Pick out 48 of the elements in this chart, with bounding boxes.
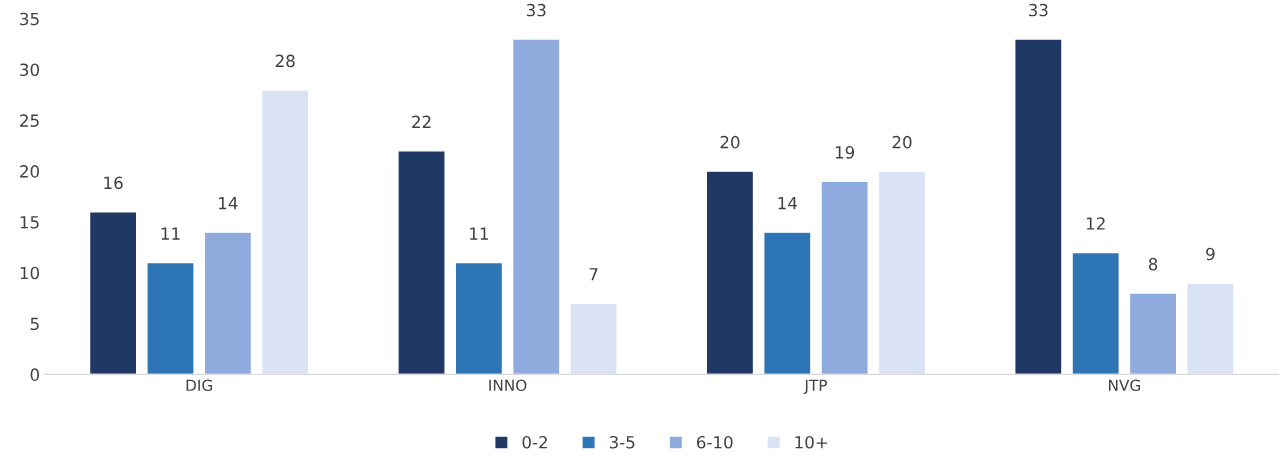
bar [511,38,561,375]
x-tick-label: DIG [186,379,212,392]
bar [146,261,195,375]
bar [260,89,310,375]
legend-label: 6-10 [696,435,733,449]
bar [1128,292,1178,375]
data-label: 14 [778,197,797,210]
y-tick-label: 25 [20,114,39,127]
data-label: 20 [720,135,740,149]
bar [454,261,504,375]
data-label: 7 [589,268,598,281]
data-label: 19 [835,146,855,159]
y-tick-label: 20 [20,165,40,178]
bar [1071,251,1120,375]
bar [763,231,812,375]
data-label: 11 [161,227,180,240]
legend-label: 3-5 [609,435,635,449]
bar [203,231,253,375]
data-label: 14 [219,197,238,210]
bar [705,170,755,375]
legend-label: 10+ [795,435,828,449]
bar [569,302,618,375]
data-label: 9 [1206,247,1215,261]
data-label: 12 [1086,217,1105,230]
y-tick-label: 10 [20,266,40,280]
y-tick-label: 15 [20,216,39,229]
bar [88,211,138,375]
data-label: 8 [1148,257,1158,271]
bar [1014,38,1063,375]
bar [1186,282,1235,375]
legend-label: 0-2 [522,435,547,449]
data-label: 11 [470,227,488,240]
data-label: 16 [104,176,123,190]
y-tick-label: 30 [20,63,40,77]
y-tick-label: 5 [30,317,39,331]
data-label: 20 [892,135,912,149]
data-label: 22 [412,115,431,128]
data-label: 33 [526,3,546,17]
data-label: 28 [275,54,295,68]
x-tick-label: JTP [803,379,827,394]
data-label: 33 [1029,3,1048,17]
bar [397,150,446,375]
x-tick-label: INNO [489,379,527,392]
bar [820,180,869,375]
y-tick-label: 0 [30,368,40,381]
bar [877,170,927,375]
y-tick-label: 35 [20,12,39,26]
x-tick-label: NVG [1109,379,1140,392]
